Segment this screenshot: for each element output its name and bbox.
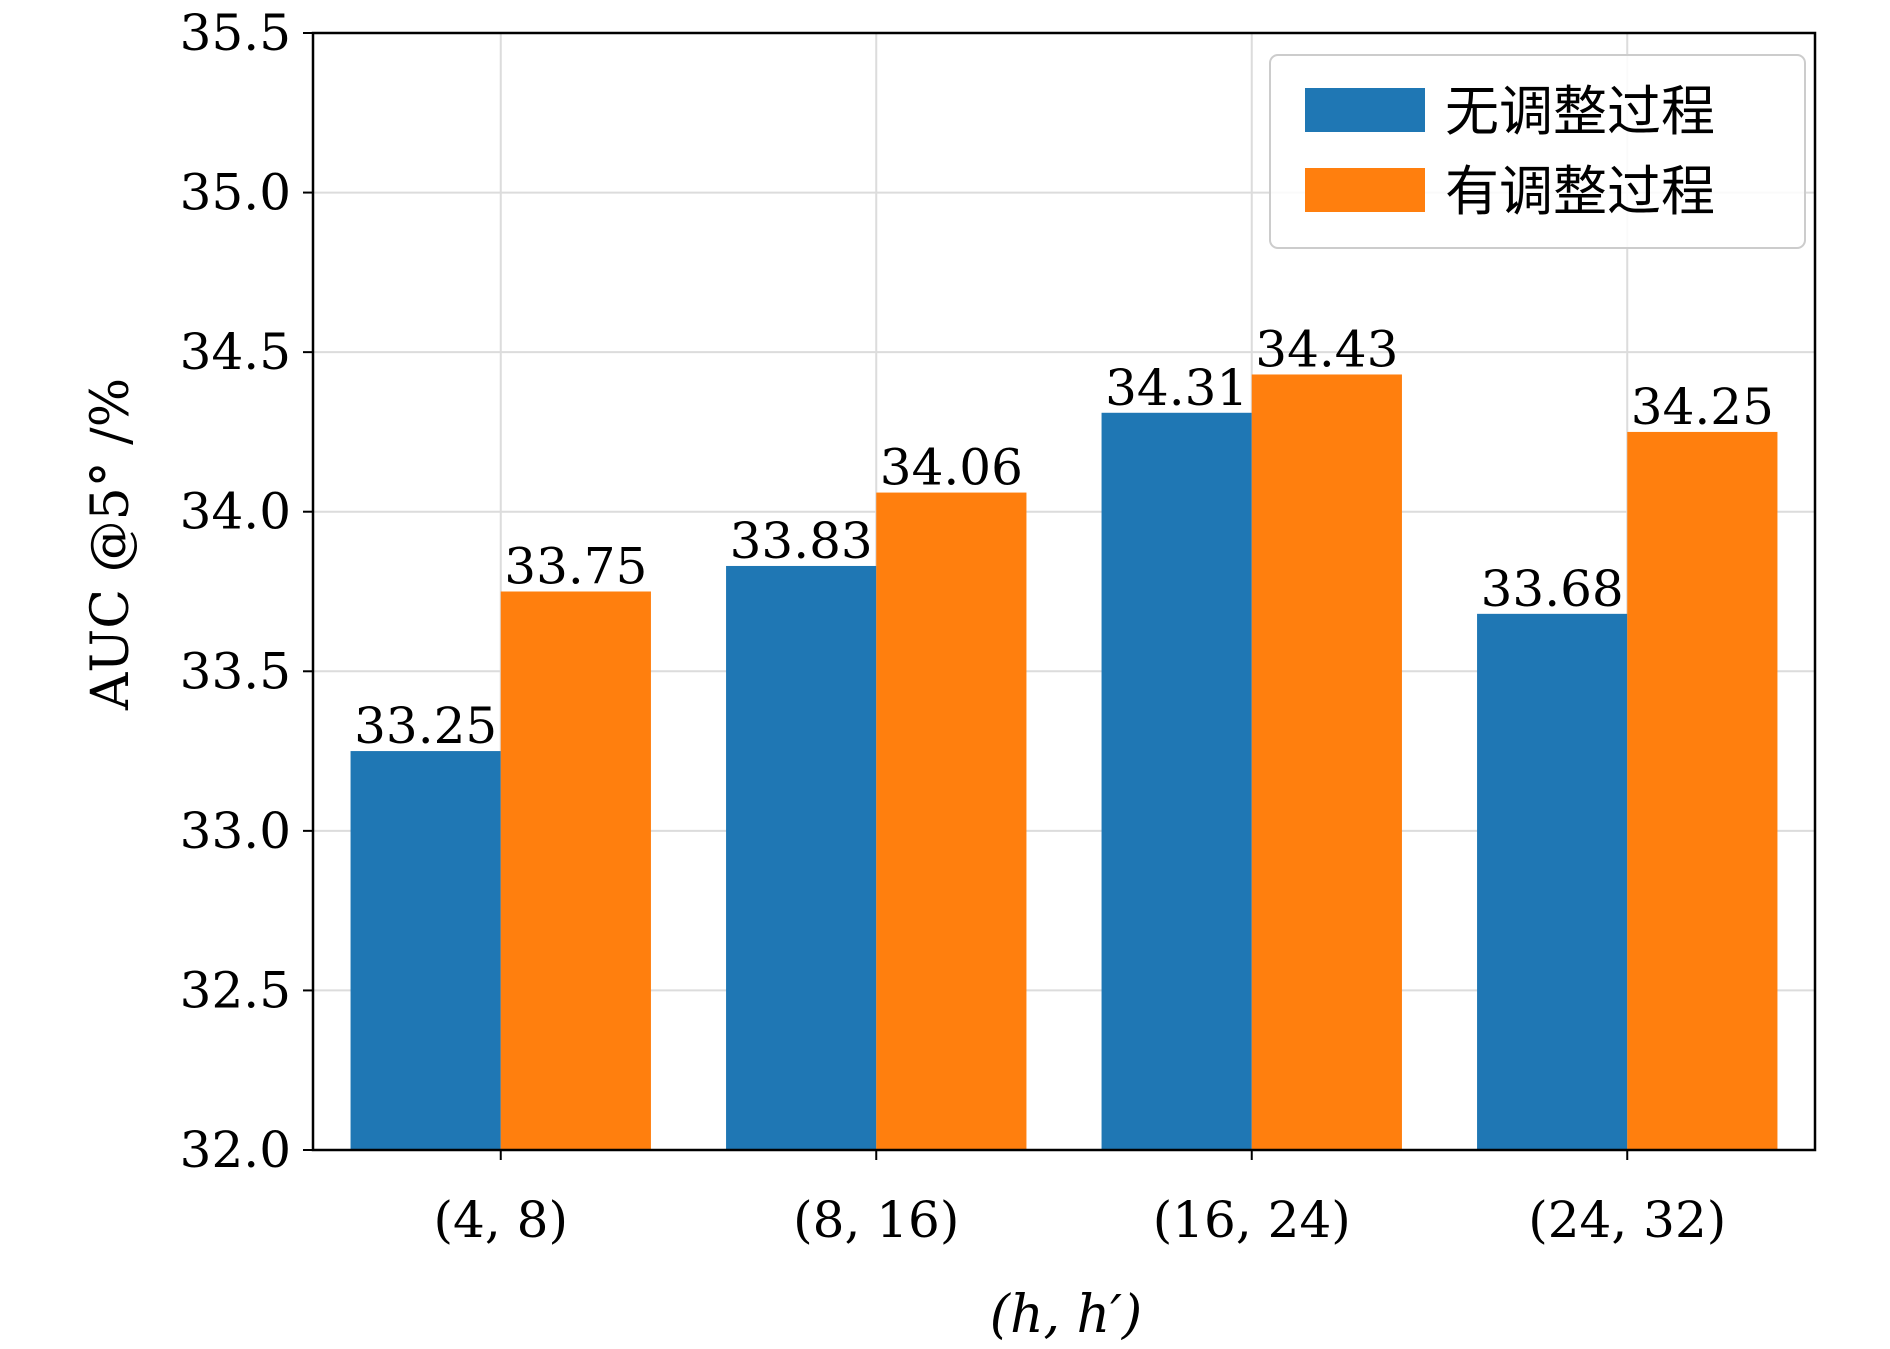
x-axis: (4, 8) (8, 16) (16, 24) (24, 32) [434,1150,1726,1249]
y-tick-label: 32.0 [180,1121,291,1179]
bar-series-2-3 [1251,374,1402,1150]
y-tick-label: 34.5 [180,323,291,381]
bar-series-2-2 [876,492,1027,1151]
y-tick-label: 34.0 [180,483,291,541]
legend-swatch [1305,88,1425,132]
bar-value-label: 33.83 [730,512,873,570]
bar-value-label: 33.75 [504,538,647,596]
legend-label: 有调整过程 [1445,160,1715,223]
y-tick-label: 32.5 [180,961,291,1019]
bar-value-label: 34.31 [1105,359,1248,417]
x-axis-title: (h, h′) [990,1285,1142,1345]
data-labels: 33.25 33.83 34.31 33.68 33.75 34.06 34.43 34.25 [354,320,1774,755]
y-axis: 32.0 32.5 33.0 33.5 34.0 34.5 35.0 35.5 [180,4,313,1179]
legend-swatch [1305,168,1425,212]
bar-value-label: 33.68 [1481,560,1624,618]
y-tick-label: 33.5 [180,642,291,700]
y-axis-title: AUC @5° /% [81,378,141,711]
bar-value-label: 34.43 [1255,320,1398,378]
x-tick-label: (24, 32) [1528,1191,1726,1249]
x-tick-label: (4, 8) [434,1191,568,1249]
y-tick-label: 35.0 [180,164,291,222]
bar-series-1-2 [726,565,877,1150]
bars [350,374,1778,1151]
bar-series-1-1 [350,751,501,1150]
y-tick-label: 35.5 [180,4,291,62]
legend-label: 无调整过程 [1445,80,1715,143]
plot-frame [311,31,1817,1152]
bar-series-2-1 [500,591,651,1150]
bar-series-1-4 [1477,613,1628,1150]
bar-value-label: 34.25 [1631,378,1774,436]
bar-series-1-3 [1101,412,1252,1150]
bar-value-label: 34.06 [880,439,1023,497]
y-tick-label: 33.0 [180,802,291,860]
x-tick-label: (8, 16) [793,1191,959,1249]
plot-border [311,31,1817,1152]
bar-value-label: 33.25 [354,697,497,755]
x-tick-label: (16, 24) [1153,1191,1351,1249]
bar-series-2-4 [1627,431,1778,1150]
